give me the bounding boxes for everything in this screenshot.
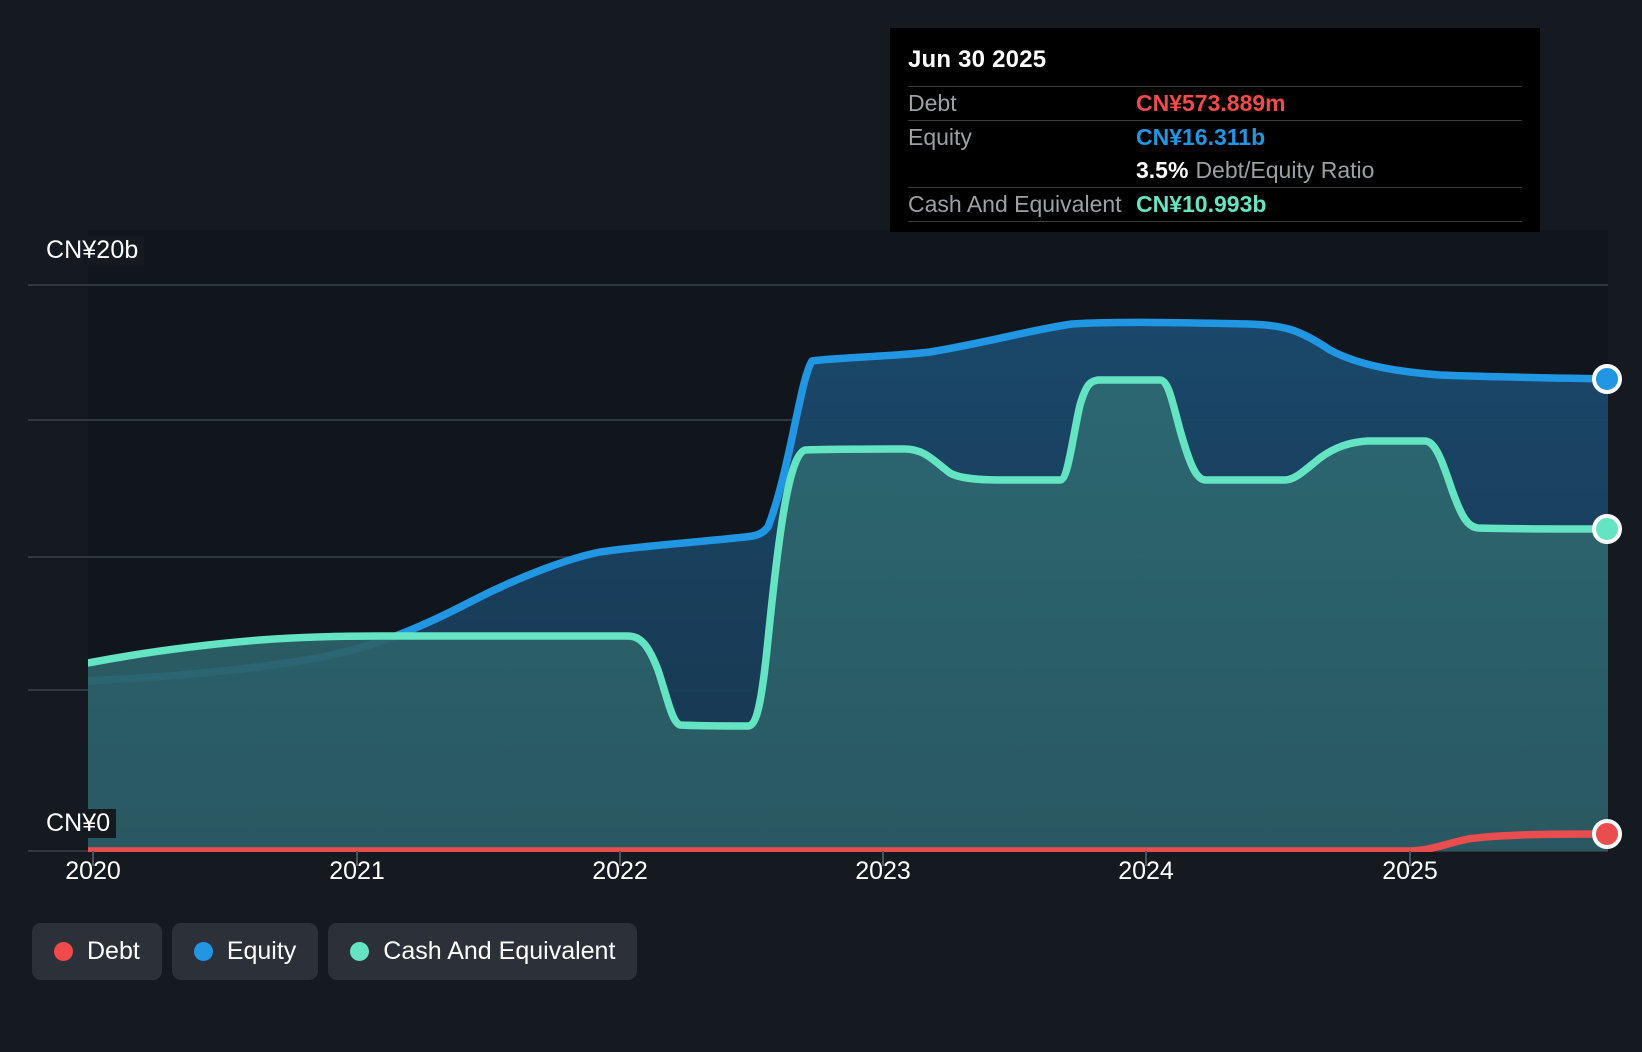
tooltip-ratio-value: 3.5% xyxy=(1136,157,1189,183)
tooltip-ratio-label: Debt/Equity Ratio xyxy=(1195,157,1375,183)
legend-item-cash[interactable]: Cash And Equivalent xyxy=(328,923,638,980)
legend-label-debt: Debt xyxy=(87,937,140,965)
chart-legend: Debt Equity Cash And Equivalent xyxy=(32,923,638,980)
circle-icon xyxy=(350,942,370,961)
tooltip-ratio-group: 3.5% Debt/Equity Ratio xyxy=(1136,157,1374,184)
cash-endpoint-dot xyxy=(1592,514,1622,544)
equity-endpoint-dot xyxy=(1592,364,1622,394)
debt-line xyxy=(88,830,1608,852)
legend-label-cash: Cash And Equivalent xyxy=(383,937,616,965)
chart-tooltip: Jun 30 2025 Debt CN¥573.889m Equity CN¥1… xyxy=(890,28,1540,232)
x-axis-label-2022: 2022 xyxy=(592,857,648,885)
series-endpoints xyxy=(1592,364,1622,849)
x-axis-ticks xyxy=(92,851,1411,866)
tooltip-debt-label: Debt xyxy=(908,90,957,116)
tooltip-row-debt: Debt CN¥573.889m xyxy=(908,86,1522,120)
legend-item-debt[interactable]: Debt xyxy=(32,923,162,980)
legend-item-equity[interactable]: Equity xyxy=(171,923,319,980)
circle-icon xyxy=(193,942,213,961)
circle-icon xyxy=(54,942,73,961)
tooltip-row-cash: Cash And Equivalent CN¥10.993b xyxy=(908,187,1522,222)
cash-line xyxy=(88,376,1608,730)
y-axis-label-top: CN¥20b xyxy=(46,236,145,265)
x-axis-label-2025: 2025 xyxy=(1382,857,1438,885)
tooltip-debt-value: CN¥573.889m xyxy=(1136,90,1286,116)
x-axis-label-2021: 2021 xyxy=(329,857,385,885)
tooltip-cash-value: CN¥10.993b xyxy=(1136,191,1267,217)
equity-line xyxy=(88,318,1608,685)
tooltip-cash-label: Cash And Equivalent xyxy=(908,191,1122,217)
x-axis-label-2024: 2024 xyxy=(1118,857,1174,885)
debt-endpoint-dot xyxy=(1592,819,1622,849)
y-axis-label-bottom: CN¥0 xyxy=(46,809,117,838)
x-axis-label-2023: 2023 xyxy=(855,857,911,885)
x-axis-label-2020: 2020 xyxy=(65,857,121,885)
tooltip-equity-label: Equity xyxy=(908,124,972,150)
tooltip-row-equity: Equity CN¥16.311b xyxy=(908,120,1522,154)
cash-area xyxy=(88,380,1608,851)
tooltip-row-ratio: 3.5% Debt/Equity Ratio xyxy=(908,154,1522,187)
legend-label-equity: Equity xyxy=(226,937,297,965)
tooltip-equity-value: CN¥16.311b xyxy=(1136,124,1266,150)
tooltip-date: Jun 30 2025 xyxy=(908,46,1047,73)
